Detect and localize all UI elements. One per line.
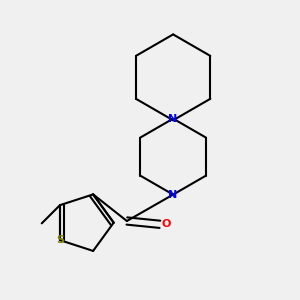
- Text: S: S: [56, 235, 64, 245]
- Text: O: O: [162, 219, 171, 229]
- Text: N: N: [169, 114, 178, 124]
- Text: N: N: [169, 190, 178, 200]
